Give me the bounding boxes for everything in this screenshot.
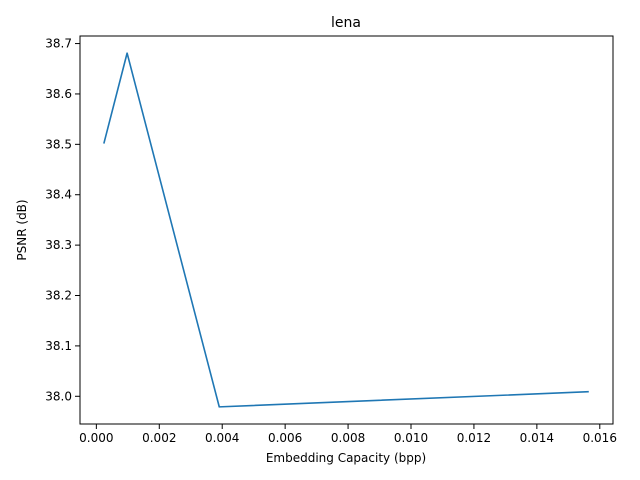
y-tick-label: 38.1 [45,339,72,353]
x-tick-label: 0.002 [142,431,176,445]
plot-frame [79,35,614,425]
x-tick-label: 0.012 [457,431,491,445]
x-tick-label: 0.010 [394,431,428,445]
y-tick-label: 38.4 [45,188,72,202]
series-layer [103,52,589,408]
x-axis-label: Embedding Capacity (bpp) [266,451,426,465]
y-tick-label: 38.7 [45,37,72,51]
y-tick-label: 38.3 [45,238,72,252]
x-tick-label: 0.014 [520,431,554,445]
x-tick-label: 0.006 [268,431,302,445]
x-tick-label: 0.004 [205,431,239,445]
series-line-0 [103,52,589,408]
x-tick-label: 0.000 [79,431,113,445]
y-axis-label: PSNR (dB) [15,199,29,260]
y-tick-label: 38.2 [45,289,72,303]
y-tick-label: 38.6 [45,87,72,101]
y-tick-label: 38.5 [45,137,72,151]
x-axis: 0.000 0.002 0.004 0.006 0.008 0.010 0.012 0.014… [79,424,617,445]
x-tick-label: 0.008 [331,431,365,445]
chart-title: lena [331,15,361,31]
x-tick-label: 0.016 [583,431,617,445]
y-axis: 38.0 38.1 38.2 38.3 38.4 38.5 38.6 38.7 [45,37,80,403]
y-tick-label: 38.0 [45,389,72,403]
